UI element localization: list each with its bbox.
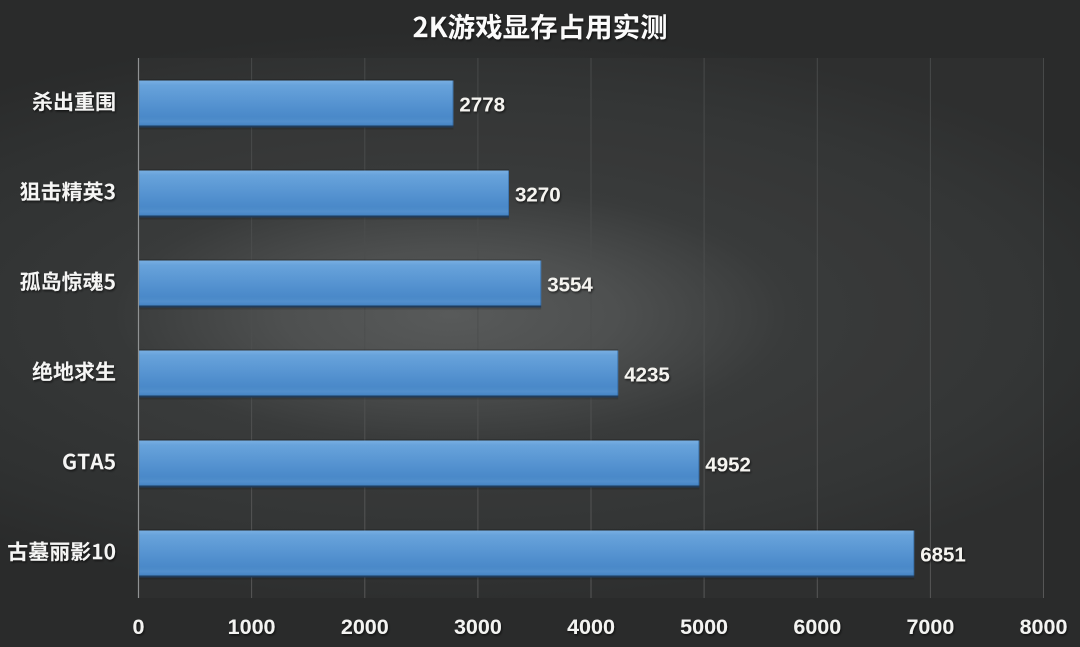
svg-text:6000: 6000 xyxy=(793,615,841,639)
svg-text:0: 0 xyxy=(133,615,145,639)
svg-text:3000: 3000 xyxy=(454,615,502,639)
svg-text:4000: 4000 xyxy=(567,615,615,639)
svg-text:8000: 8000 xyxy=(1020,615,1068,639)
svg-text:2778: 2778 xyxy=(459,94,505,117)
svg-text:5000: 5000 xyxy=(680,615,728,639)
svg-text:3554: 3554 xyxy=(547,274,593,297)
svg-text:3270: 3270 xyxy=(515,184,561,207)
svg-text:2000: 2000 xyxy=(341,615,389,639)
svg-text:4952: 4952 xyxy=(705,454,751,477)
svg-text:6851: 6851 xyxy=(920,544,966,567)
svg-text:7000: 7000 xyxy=(906,615,954,639)
svg-text:1000: 1000 xyxy=(228,615,276,639)
svg-text:4235: 4235 xyxy=(624,364,670,387)
